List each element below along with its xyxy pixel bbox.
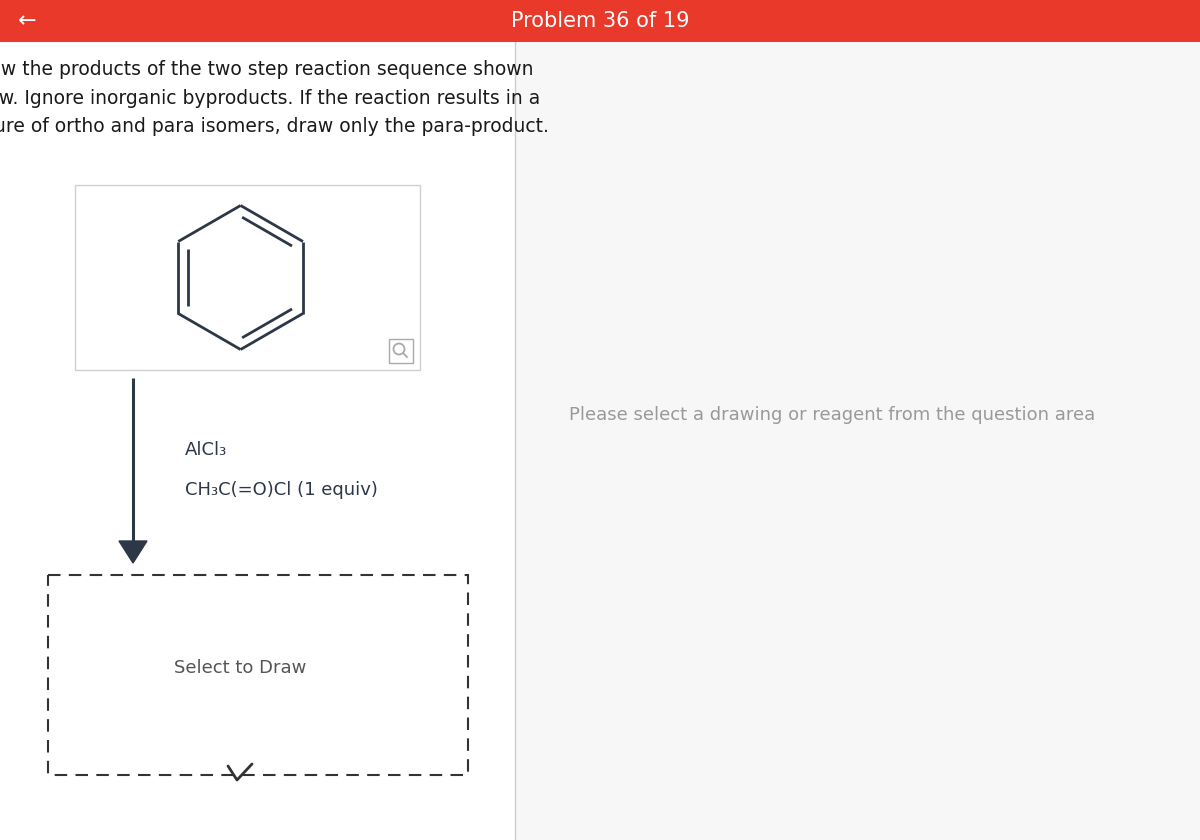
Text: AlCl₃: AlCl₃ <box>185 441 227 459</box>
Bar <box>74 185 420 370</box>
Text: Draw the products of the two step reaction sequence shown
below. Ignore inorgani: Draw the products of the two step reacti… <box>0 60 548 136</box>
Text: ←: ← <box>18 11 37 31</box>
Bar <box>389 339 413 363</box>
Bar <box>0 42 515 840</box>
Text: Select to Draw: Select to Draw <box>174 659 306 677</box>
Polygon shape <box>119 541 148 563</box>
Text: CH₃C(=O)Cl (1 equiv): CH₃C(=O)Cl (1 equiv) <box>185 481 378 499</box>
Bar <box>48 575 468 775</box>
Text: Problem 36 of 19: Problem 36 of 19 <box>511 11 689 31</box>
Text: Please select a drawing or reagent from the question area: Please select a drawing or reagent from … <box>569 406 1096 424</box>
Bar <box>0 0 1200 42</box>
Bar <box>515 42 1200 840</box>
